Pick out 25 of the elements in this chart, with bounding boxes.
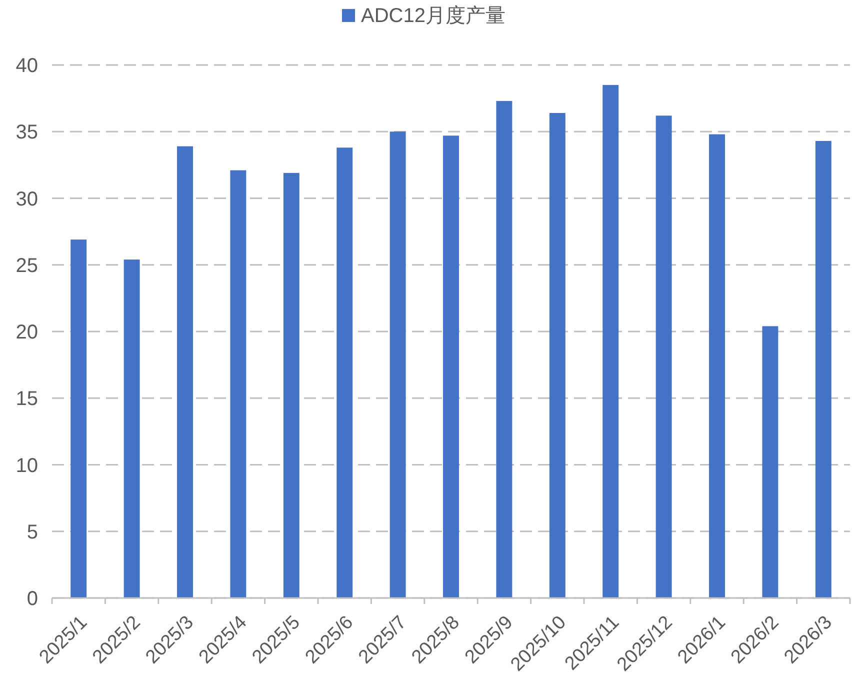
y-tick-label: 30 — [16, 188, 38, 210]
bar — [602, 84, 619, 598]
bar — [656, 116, 672, 598]
y-tick-label: 5 — [26, 521, 38, 544]
y-tick-label: 40 — [16, 55, 38, 77]
legend-label: ADC12月度产量 — [361, 5, 506, 27]
bar — [230, 170, 246, 598]
y-tick-label: 10 — [16, 454, 38, 477]
bar — [762, 326, 778, 598]
y-tick-label: 15 — [16, 388, 38, 410]
y-tick-label: 25 — [16, 254, 38, 277]
bar — [283, 172, 300, 598]
bar — [815, 140, 832, 598]
bar — [390, 132, 406, 598]
y-tick-label: 35 — [16, 122, 38, 144]
y-tick-label: 20 — [16, 322, 38, 344]
bar — [709, 134, 725, 598]
bar — [336, 148, 353, 598]
bar — [549, 112, 566, 598]
bar — [70, 240, 87, 598]
y-tick-label: 0 — [26, 588, 38, 610]
bar — [443, 136, 459, 598]
bar — [496, 100, 512, 598]
bar — [124, 260, 140, 598]
bar — [177, 146, 193, 598]
